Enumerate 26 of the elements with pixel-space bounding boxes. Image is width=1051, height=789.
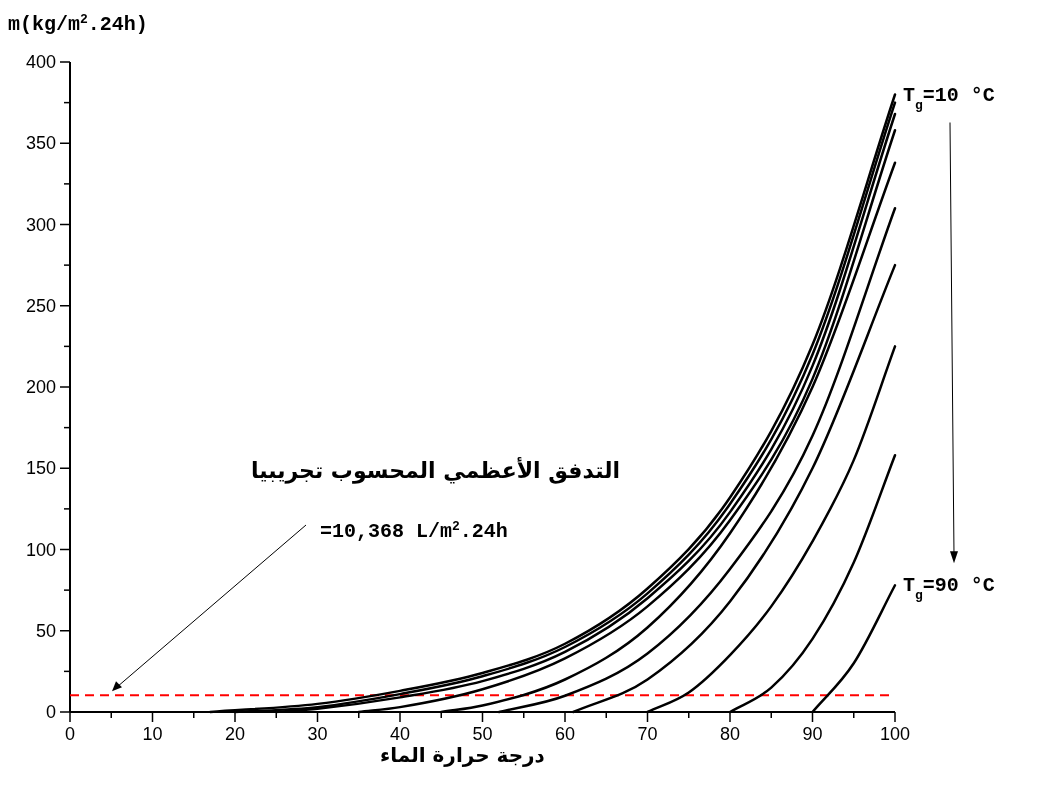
x-axis-title: درجة حرارة الماء [380, 743, 545, 767]
x-tick-label: 70 [637, 724, 658, 744]
x-tick-label: 80 [719, 724, 741, 744]
x-tick-label: 100 [879, 724, 911, 744]
x-tick-label: 60 [554, 724, 576, 744]
x-tick-label: 50 [472, 724, 493, 744]
y-tick-label: 350 [25, 133, 56, 154]
x-tick-label: 20 [224, 724, 246, 744]
annotation: =10,368 L/m$^{2}$.24h [320, 518, 508, 543]
y-tick-label: 0 [45, 702, 56, 722]
y-tick-label: 200 [25, 377, 56, 397]
annotation: التدفق الأعظمي المحسوب تجريبيا [250, 456, 620, 484]
annotation: T$_{g}$=10 °C [903, 83, 995, 112]
annotation: T$_{g}$=90 °C [903, 574, 995, 603]
x-tick-label: 0 [64, 724, 76, 744]
y-tick-label: 50 [35, 620, 56, 641]
y-tick-label: 300 [25, 214, 56, 235]
y-tick-label: 100 [25, 539, 56, 560]
y-axis-title: m(kg/m$^{2}$.24h) [8, 11, 148, 36]
y-tick-label: 250 [25, 295, 56, 316]
x-tick-label: 90 [802, 724, 823, 744]
y-tick-label: 150 [25, 458, 56, 479]
y-tick-label: 400 [25, 52, 56, 72]
x-tick-label: 40 [389, 724, 411, 744]
x-tick-label: 30 [307, 724, 328, 744]
x-tick-label: 10 [142, 724, 163, 744]
